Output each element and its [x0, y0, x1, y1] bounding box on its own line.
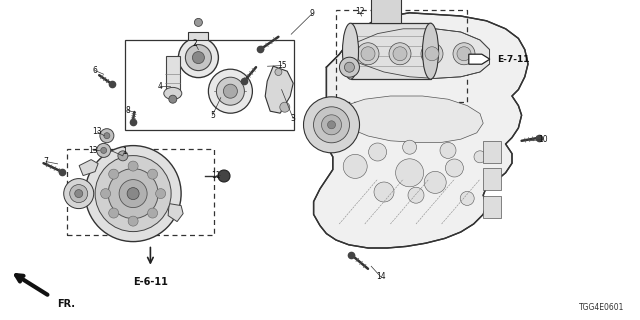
Text: 15: 15 [276, 61, 287, 70]
Text: 13: 13 [88, 146, 98, 155]
Text: 5: 5 [210, 111, 215, 120]
Circle shape [408, 187, 424, 203]
Bar [483, 196, 501, 218]
Text: E-7-11: E-7-11 [497, 55, 529, 64]
Text: 13: 13 [92, 127, 102, 136]
Circle shape [393, 47, 407, 61]
Circle shape [445, 159, 463, 177]
Circle shape [195, 19, 202, 27]
Circle shape [108, 169, 158, 219]
Bar [67, 149, 214, 235]
Circle shape [374, 182, 394, 202]
Circle shape [100, 188, 111, 199]
Polygon shape [79, 160, 98, 176]
Circle shape [104, 133, 110, 139]
Polygon shape [188, 32, 209, 40]
Circle shape [100, 148, 107, 153]
Circle shape [343, 155, 367, 179]
Circle shape [474, 151, 486, 163]
Polygon shape [351, 23, 431, 79]
Text: 11: 11 [212, 171, 221, 180]
Polygon shape [342, 29, 490, 78]
Circle shape [339, 57, 360, 77]
Text: TGG4E0601: TGG4E0601 [579, 303, 624, 312]
Circle shape [100, 129, 114, 143]
Circle shape [223, 84, 237, 98]
Circle shape [216, 77, 244, 105]
Ellipse shape [342, 23, 358, 79]
Ellipse shape [164, 87, 182, 100]
Circle shape [275, 68, 282, 76]
Polygon shape [265, 66, 293, 113]
Circle shape [344, 62, 355, 72]
Circle shape [440, 142, 456, 158]
Circle shape [369, 143, 387, 161]
Circle shape [119, 180, 147, 208]
Circle shape [425, 47, 439, 61]
Text: E-6-11: E-6-11 [133, 276, 168, 287]
Circle shape [457, 47, 471, 61]
Text: 8: 8 [125, 106, 131, 115]
Text: 10: 10 [538, 135, 548, 144]
Circle shape [453, 43, 475, 65]
Text: 7: 7 [44, 157, 49, 166]
Circle shape [70, 185, 88, 203]
Circle shape [109, 169, 118, 179]
Circle shape [321, 115, 342, 135]
Circle shape [186, 44, 211, 71]
Circle shape [118, 151, 128, 161]
Circle shape [209, 69, 252, 113]
Text: 3: 3 [291, 114, 296, 123]
Polygon shape [371, 0, 401, 23]
Text: 1: 1 [122, 147, 127, 156]
Circle shape [64, 179, 93, 209]
Text: 4: 4 [157, 82, 163, 91]
Circle shape [424, 172, 446, 193]
Circle shape [421, 43, 443, 65]
Circle shape [403, 140, 417, 154]
Circle shape [280, 102, 290, 112]
Circle shape [148, 208, 157, 218]
Circle shape [314, 107, 349, 143]
Polygon shape [330, 96, 483, 142]
Circle shape [85, 146, 181, 242]
Text: 14: 14 [376, 272, 386, 281]
Circle shape [128, 216, 138, 226]
Circle shape [193, 52, 204, 64]
Bar [125, 40, 294, 130]
Polygon shape [168, 204, 183, 221]
Polygon shape [314, 13, 528, 248]
Circle shape [179, 38, 218, 78]
Circle shape [361, 47, 375, 61]
Circle shape [128, 161, 138, 171]
Circle shape [303, 97, 360, 153]
Circle shape [328, 121, 335, 129]
Circle shape [460, 191, 474, 205]
Text: 6: 6 [92, 66, 97, 75]
Circle shape [127, 188, 139, 200]
Circle shape [75, 189, 83, 197]
Circle shape [218, 170, 230, 182]
Text: 12: 12 [355, 7, 364, 16]
Text: 9: 9 [310, 9, 315, 18]
Polygon shape [468, 54, 490, 64]
Polygon shape [166, 56, 180, 96]
Bar [483, 141, 501, 163]
Circle shape [389, 43, 411, 65]
Circle shape [95, 156, 171, 232]
Bar [483, 168, 501, 190]
Circle shape [396, 159, 424, 187]
Circle shape [109, 208, 118, 218]
Text: 2: 2 [193, 39, 198, 48]
Ellipse shape [422, 23, 438, 79]
Circle shape [357, 43, 379, 65]
Text: FR.: FR. [57, 299, 75, 309]
Circle shape [156, 188, 166, 199]
Circle shape [97, 143, 111, 157]
Circle shape [169, 95, 177, 103]
Circle shape [148, 169, 157, 179]
Bar [336, 10, 467, 102]
